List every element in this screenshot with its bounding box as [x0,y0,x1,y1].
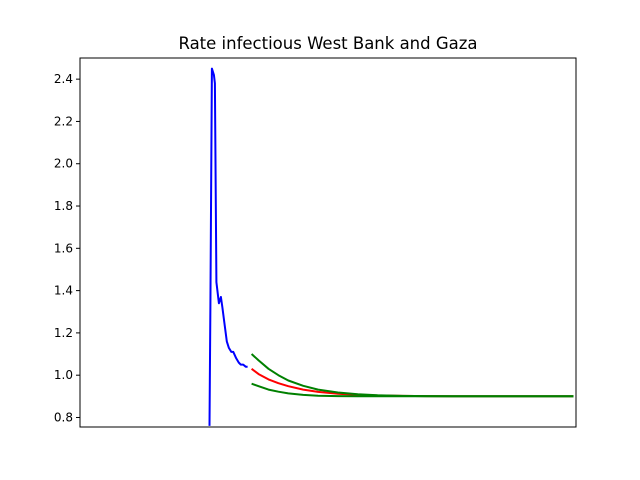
y-tick-label: 1.8 [54,199,73,213]
plot-area: 0.8 1.0 1.2 1.4 1.6 1.8 2.0 2.2 2.4 [54,57,577,428]
y-tick-label: 1.2 [54,326,73,340]
y-tick-label: 0.8 [54,410,73,424]
chart-title: Rate infectious West Bank and Gaza [178,34,477,53]
y-tick-label: 1.4 [54,284,73,298]
y-tick-label: 1.0 [54,368,73,382]
axes-frame [79,57,577,428]
series-line-4 [251,382,574,398]
y-tick-label: 2.4 [54,72,73,86]
series-line-1 [208,67,248,426]
y-tick-label: 1.6 [54,241,73,255]
y-tick-label: 2.2 [54,114,73,128]
y-tick-label: 2.0 [54,157,73,171]
